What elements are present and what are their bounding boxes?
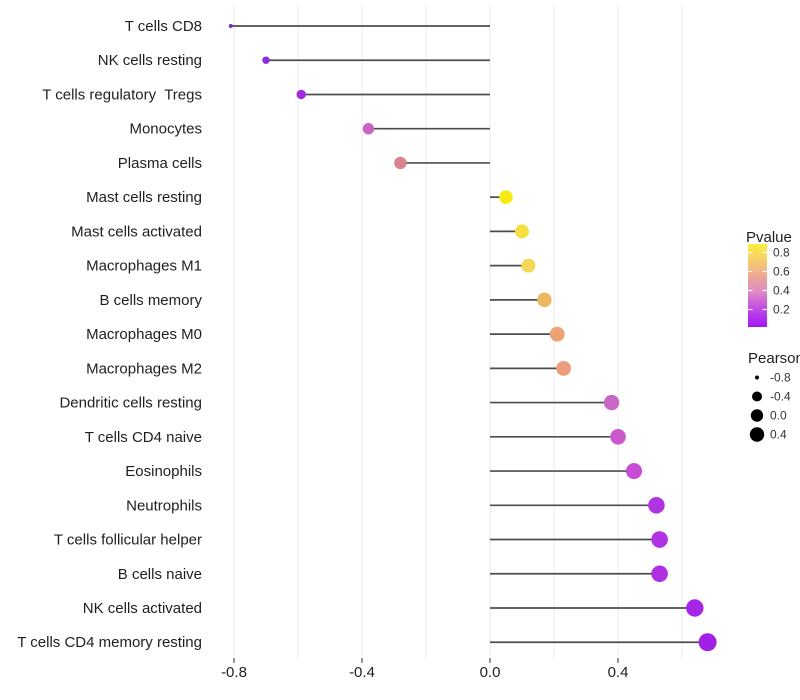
y-axis-label: T cells CD4 naive xyxy=(85,429,202,446)
size-legend-dot xyxy=(749,427,765,442)
y-axis-label: Dendritic cells resting xyxy=(59,395,202,412)
size-legend-dot xyxy=(755,375,759,380)
size-legend-label: -0.8 xyxy=(770,371,791,385)
y-axis-label: Eosinophils xyxy=(125,463,202,480)
lollipop-point xyxy=(626,463,642,480)
lollipop-point xyxy=(610,429,626,445)
lollipop-point xyxy=(537,292,552,308)
lollipop-point xyxy=(394,156,407,170)
lollipop-point xyxy=(648,496,665,514)
x-axis-tick-label: 0.4 xyxy=(608,664,629,681)
y-axis-label: B cells memory xyxy=(99,292,202,309)
colorbar-tick-label: 0.4 xyxy=(773,284,790,298)
lollipop-point xyxy=(603,394,620,411)
pvalue-colorbar xyxy=(748,244,767,327)
size-legend-label: 0.4 xyxy=(770,428,787,442)
y-axis-label: Monocytes xyxy=(129,121,202,138)
x-axis-tick-label: -0.8 xyxy=(221,664,247,681)
y-axis-label: Macrophages M1 xyxy=(86,258,202,275)
lollipop-point xyxy=(262,56,270,64)
lollipop-point xyxy=(698,633,717,652)
y-axis-label: T cells regulatory Tregs xyxy=(42,86,202,103)
lollipop-point xyxy=(499,190,513,204)
y-axis-label: NK cells activated xyxy=(83,600,202,617)
colorbar-tick-label: 0.6 xyxy=(773,265,790,279)
size-legend-dot xyxy=(752,391,762,402)
y-axis-label: Neutrophils xyxy=(126,497,202,514)
y-axis-label: NK cells resting xyxy=(98,52,202,69)
lollipop-point xyxy=(515,224,529,239)
y-axis-label: Plasma cells xyxy=(118,155,202,172)
y-axis-label: T cells CD8 xyxy=(125,18,202,35)
lollipop-point xyxy=(686,599,704,617)
legend-title-pearson: Pearson xyxy=(748,350,800,367)
colorbar-tick-label: 0.8 xyxy=(773,246,790,260)
lollipop-point xyxy=(651,565,668,583)
lollipop-point xyxy=(296,89,306,100)
colorbar-tick-label: 0.2 xyxy=(773,303,790,317)
size-legend-label: -0.4 xyxy=(770,390,791,404)
y-axis-label: Macrophages M2 xyxy=(86,360,202,377)
y-axis-label: T cells follicular helper xyxy=(54,532,202,549)
size-legend-label: 0.0 xyxy=(770,409,787,423)
y-axis-label: Mast cells activated xyxy=(71,223,202,240)
lollipop-point xyxy=(362,123,375,135)
y-axis-label: Mast cells resting xyxy=(86,189,202,206)
legend-title-pvalue: Pvalue xyxy=(746,229,792,246)
y-axis-label: T cells CD4 memory resting xyxy=(17,634,202,651)
lollipop-point xyxy=(651,531,668,548)
y-axis-label: Macrophages M0 xyxy=(86,326,202,343)
y-axis-label: B cells naive xyxy=(118,566,202,583)
x-axis-tick-label: -0.4 xyxy=(349,664,375,681)
x-axis-tick-label: 0.0 xyxy=(480,664,501,681)
lollipop-point xyxy=(549,326,565,342)
size-legend-dot xyxy=(750,409,764,422)
lollipop-point xyxy=(521,258,536,273)
lollipop-point xyxy=(228,24,233,28)
lollipop-point xyxy=(556,360,571,376)
